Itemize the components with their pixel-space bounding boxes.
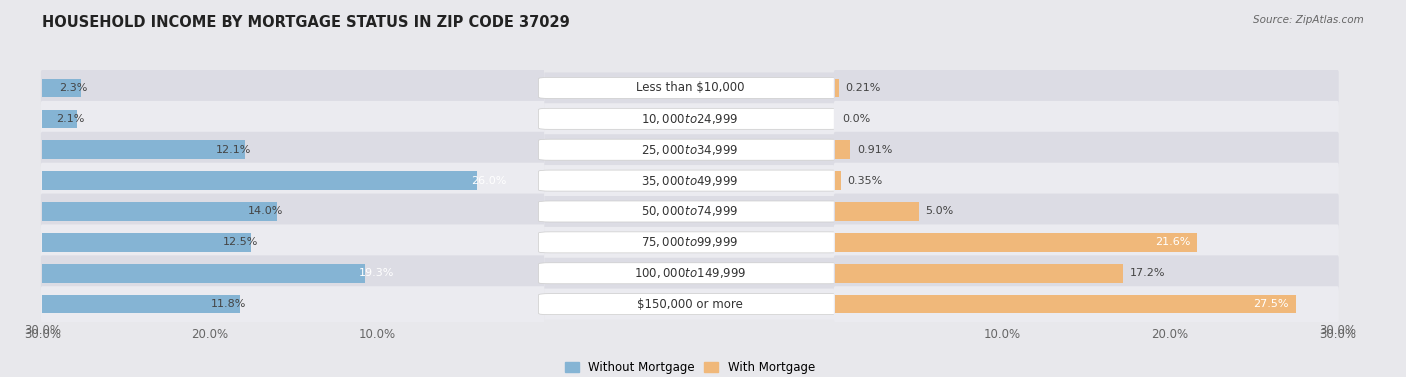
FancyBboxPatch shape bbox=[538, 263, 841, 284]
Text: 0.21%: 0.21% bbox=[845, 83, 880, 93]
FancyBboxPatch shape bbox=[538, 77, 841, 98]
FancyBboxPatch shape bbox=[834, 132, 1339, 168]
Bar bbox=[42, 171, 478, 190]
Text: 27.5%: 27.5% bbox=[1253, 299, 1289, 309]
Text: 21.6%: 21.6% bbox=[1154, 238, 1189, 247]
FancyBboxPatch shape bbox=[41, 193, 546, 229]
FancyBboxPatch shape bbox=[41, 255, 546, 291]
Text: 5.0%: 5.0% bbox=[925, 207, 953, 216]
Text: 26.0%: 26.0% bbox=[471, 176, 506, 185]
Bar bbox=[42, 79, 80, 97]
Text: Source: ZipAtlas.com: Source: ZipAtlas.com bbox=[1253, 15, 1364, 25]
Text: $10,000 to $24,999: $10,000 to $24,999 bbox=[641, 112, 738, 126]
Text: 14.0%: 14.0% bbox=[247, 207, 283, 216]
Text: 0.0%: 0.0% bbox=[842, 114, 870, 124]
FancyBboxPatch shape bbox=[538, 108, 841, 129]
FancyBboxPatch shape bbox=[544, 227, 835, 258]
FancyBboxPatch shape bbox=[538, 232, 841, 253]
FancyBboxPatch shape bbox=[834, 70, 1339, 106]
Text: Less than $10,000: Less than $10,000 bbox=[636, 81, 744, 94]
FancyBboxPatch shape bbox=[538, 139, 841, 160]
Bar bbox=[42, 233, 252, 251]
FancyBboxPatch shape bbox=[834, 224, 1339, 260]
FancyBboxPatch shape bbox=[544, 289, 835, 320]
Bar bbox=[42, 202, 277, 221]
FancyBboxPatch shape bbox=[544, 258, 835, 289]
FancyBboxPatch shape bbox=[41, 286, 546, 322]
Text: $35,000 to $49,999: $35,000 to $49,999 bbox=[641, 173, 738, 188]
FancyBboxPatch shape bbox=[538, 201, 841, 222]
Bar bbox=[835, 264, 1123, 282]
Text: 11.8%: 11.8% bbox=[211, 299, 246, 309]
Text: 30.0%: 30.0% bbox=[1319, 324, 1355, 337]
FancyBboxPatch shape bbox=[544, 165, 835, 196]
Bar bbox=[835, 79, 839, 97]
FancyBboxPatch shape bbox=[544, 134, 835, 165]
FancyBboxPatch shape bbox=[834, 193, 1339, 229]
Text: 0.91%: 0.91% bbox=[858, 145, 893, 155]
Text: 17.2%: 17.2% bbox=[1130, 268, 1166, 278]
FancyBboxPatch shape bbox=[538, 294, 841, 315]
Bar bbox=[835, 141, 851, 159]
Text: 12.1%: 12.1% bbox=[217, 145, 252, 155]
Legend: Without Mortgage, With Mortgage: Without Mortgage, With Mortgage bbox=[565, 361, 815, 374]
FancyBboxPatch shape bbox=[544, 72, 835, 103]
Bar bbox=[835, 295, 1295, 313]
FancyBboxPatch shape bbox=[834, 101, 1339, 137]
Text: $50,000 to $74,999: $50,000 to $74,999 bbox=[641, 204, 738, 219]
Text: 2.1%: 2.1% bbox=[56, 114, 84, 124]
FancyBboxPatch shape bbox=[544, 196, 835, 227]
Text: 30.0%: 30.0% bbox=[24, 324, 60, 337]
FancyBboxPatch shape bbox=[41, 163, 546, 199]
Bar bbox=[835, 171, 841, 190]
Bar bbox=[42, 264, 366, 282]
FancyBboxPatch shape bbox=[834, 255, 1339, 291]
Text: $150,000 or more: $150,000 or more bbox=[637, 298, 742, 311]
Text: 12.5%: 12.5% bbox=[222, 238, 259, 247]
Text: $75,000 to $99,999: $75,000 to $99,999 bbox=[641, 235, 738, 249]
Bar bbox=[835, 233, 1197, 251]
FancyBboxPatch shape bbox=[41, 70, 546, 106]
Bar bbox=[42, 295, 239, 313]
Text: HOUSEHOLD INCOME BY MORTGAGE STATUS IN ZIP CODE 37029: HOUSEHOLD INCOME BY MORTGAGE STATUS IN Z… bbox=[42, 15, 569, 30]
Text: $100,000 to $149,999: $100,000 to $149,999 bbox=[634, 266, 747, 280]
Bar bbox=[42, 141, 245, 159]
Bar bbox=[835, 202, 920, 221]
FancyBboxPatch shape bbox=[41, 132, 546, 168]
Bar bbox=[42, 110, 77, 128]
FancyBboxPatch shape bbox=[41, 101, 546, 137]
Text: $25,000 to $34,999: $25,000 to $34,999 bbox=[641, 143, 738, 157]
Text: 19.3%: 19.3% bbox=[359, 268, 394, 278]
FancyBboxPatch shape bbox=[834, 163, 1339, 199]
FancyBboxPatch shape bbox=[538, 170, 841, 191]
FancyBboxPatch shape bbox=[834, 286, 1339, 322]
Text: 2.3%: 2.3% bbox=[59, 83, 87, 93]
FancyBboxPatch shape bbox=[41, 224, 546, 260]
Text: 0.35%: 0.35% bbox=[848, 176, 883, 185]
FancyBboxPatch shape bbox=[544, 103, 835, 134]
